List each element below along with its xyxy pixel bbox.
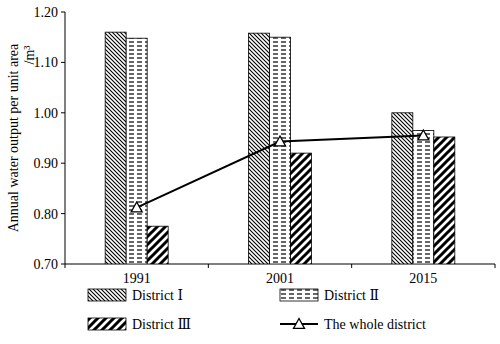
- x-tick-label: 1991: [123, 271, 151, 286]
- bar: [147, 226, 168, 264]
- x-tick-label: 2015: [409, 271, 437, 286]
- y-axis-label: Annual water output per unit area: [6, 43, 21, 232]
- bar: [270, 37, 291, 264]
- legend-swatch: [280, 289, 318, 301]
- y-tick: [61, 213, 65, 214]
- bar: [434, 137, 455, 264]
- y-tick: [61, 264, 65, 265]
- x-tick: [351, 264, 352, 268]
- y-tick-label: 0.80: [34, 207, 59, 222]
- legend-label: District Ⅰ: [132, 288, 183, 303]
- bar: [291, 153, 312, 264]
- y-tick: [61, 12, 65, 13]
- bar: [413, 130, 434, 264]
- x-tick-label: 2001: [266, 271, 294, 286]
- y-tick-label: 0.90: [34, 156, 59, 171]
- legend-swatch: [88, 318, 126, 330]
- marker: [131, 202, 142, 212]
- y-axis: [65, 12, 66, 264]
- marker: [418, 130, 429, 140]
- y-tick-label: 1.00: [34, 106, 59, 121]
- y-tick: [61, 163, 65, 164]
- x-tick: [495, 264, 496, 268]
- y-tick-label: 0.70: [34, 257, 59, 272]
- legend-label: District Ⅲ: [132, 317, 191, 332]
- line: [137, 135, 424, 207]
- y-tick-label: 1.20: [34, 5, 59, 20]
- plot-marks: [105, 32, 455, 264]
- legend-swatch: [88, 289, 126, 301]
- marker: [275, 136, 286, 146]
- y-axis-label: /m³: [22, 46, 37, 65]
- y-tick-label: 1.10: [34, 55, 59, 70]
- legend-marker: [294, 319, 305, 329]
- y-tick: [61, 62, 65, 63]
- bar: [105, 32, 126, 264]
- x-tick: [65, 264, 66, 268]
- y-tick: [61, 112, 65, 113]
- x-tick: [208, 264, 209, 268]
- bar: [126, 38, 147, 264]
- legend-label: The whole district: [324, 317, 426, 332]
- legend-label: District Ⅱ: [324, 288, 379, 303]
